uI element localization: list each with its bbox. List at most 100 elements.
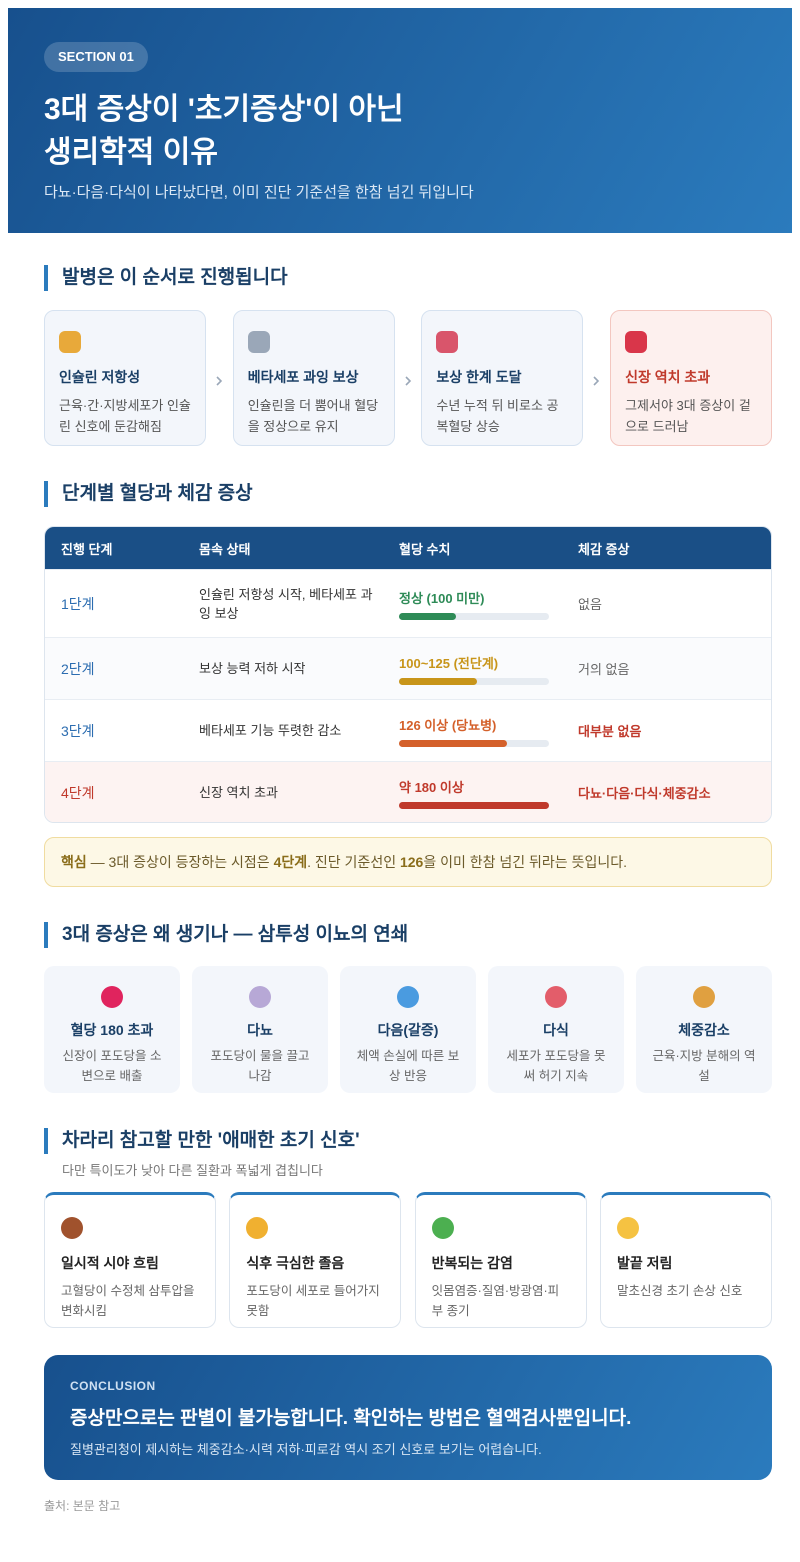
section-badge: SECTION 01 [44, 42, 148, 72]
chevron [593, 376, 600, 386]
section-heading: 단계별 혈당과 체감 증상 [44, 481, 253, 507]
section-heading: 차라리 참고할 만한 '애매한 초기 신호' [44, 1128, 360, 1154]
header-subtitle: 다뇨·다음·다식이 나타났다면, 이미 진단 기준선을 한참 넘긴 뒤입니다 [44, 184, 474, 201]
column-header: 체감 증상 [578, 541, 630, 557]
glucose-cell: 정상 (100 미만) [399, 588, 578, 620]
stage: 1단계 [61, 595, 95, 612]
section-subheading: 다만 특이도가 낮아 다른 질환과 폭넓게 겹칩니다 [62, 1163, 323, 1178]
body-state: 베타세포 기능 뚜렷한 감소 [199, 723, 342, 738]
step-title: 신장 역치 초과 [625, 369, 711, 385]
note-label: 핵심 [61, 854, 87, 870]
column-header: 혈당 수치 [399, 541, 451, 557]
glucose-track [399, 677, 549, 685]
card-icon [397, 986, 419, 1008]
stage: 3단계 [61, 722, 95, 739]
card-desc: 고혈당이 수정체 삼투압을 변화시킴 [61, 1284, 195, 1318]
card-title: 다뇨 [247, 1022, 273, 1038]
card-title: 다음(갈증) [377, 1022, 439, 1038]
mechanism-card: 다음(갈증) 체액 손실에 따른 보상 반응 [340, 966, 476, 1093]
note-strong: 4단계 [273, 854, 308, 870]
column-header: 몸속 상태 [199, 541, 251, 557]
card-title: 반복되는 감염 [431, 1255, 513, 1271]
conclusion-label: CONCLUSION [70, 1379, 156, 1393]
step-title: 베타세포 과잉 보상 [247, 369, 359, 385]
glucose-bar [399, 739, 507, 747]
table-row: 4단계 신장 역치 초과 약 180 이상 다뇨·다음·다식·체중감소 [45, 761, 771, 822]
glucose-bar [399, 677, 477, 685]
glucose-track [399, 612, 549, 620]
card-title: 다식 [543, 1022, 569, 1038]
conclusion: CONCLUSION 증상만으로는 판별이 불가능합니다. 확인하는 방법은 혈액… [44, 1355, 772, 1480]
chevron-path [216, 376, 223, 386]
column-header: 진행 단계 [61, 541, 113, 557]
symptom: 다뇨·다음·다식·체중감소 [578, 786, 711, 801]
mechanism-card: 다식 세포가 포도당을 못 써 허기 지속 [488, 966, 624, 1093]
card-desc: 체액 손실에 따른 보상 반응 [356, 1049, 460, 1083]
title-line: 3대 증상이 '초기증상'이 아닌 [44, 93, 404, 126]
note-text: . 진단 기준선인 [307, 854, 400, 870]
glucose-label: 126 이상 (당뇨병) [399, 717, 497, 733]
card-title: 일시적 시야 흐림 [61, 1255, 159, 1271]
glucose-cell: 126 이상 (당뇨병) [399, 715, 578, 747]
card-title: 식후 극심한 졸음 [246, 1255, 345, 1271]
chevron-path [593, 376, 600, 386]
stage: 2단계 [61, 660, 95, 677]
card-desc: 잇몸염증·질염·방광염·피부 종기 [431, 1284, 560, 1318]
note-strong: 126 [399, 854, 424, 870]
body-state: 보상 능력 저하 시작 [199, 661, 306, 676]
card-icon [61, 1217, 83, 1239]
card-title: 발끝 저림 [616, 1255, 673, 1271]
step-desc: 수년 누적 뒤 비로소 공복혈당 상승 [436, 398, 559, 434]
card-desc: 포도당이 물을 끌고 나감 [210, 1049, 310, 1083]
conclusion-title: 증상만으로는 판별이 불가능합니다. 확인하는 방법은 혈액검사뿐입니다. [70, 1408, 632, 1429]
card-title: 혈당 180 초과 [70, 1022, 154, 1038]
table-header: 진행 단계 몸속 상태 혈당 수치 체감 증상 [45, 527, 771, 569]
glucose-label: 약 180 이상 [399, 779, 464, 795]
glucose-cell: 약 180 이상 [399, 777, 578, 809]
step-desc: 근육·간·지방세포가 인슐린 신호에 둔감해짐 [59, 398, 191, 434]
card-icon [545, 986, 567, 1008]
card-icon [693, 986, 715, 1008]
chevron-path [405, 376, 411, 386]
glucose-label: 100~125 (전단계) [399, 655, 499, 671]
step-icon [436, 331, 459, 353]
note-text: — 3대 증상이 등장하는 시점은 [86, 854, 274, 870]
card-icon [246, 1217, 269, 1239]
conclusion-text: 질병관리청이 제시하는 체중감소·시력 저하·피로감 역시 조기 신호로 보기는… [70, 1442, 542, 1457]
step-icon [247, 331, 270, 353]
step-desc: 그제서야 3대 증상이 겉으로 드러남 [625, 398, 751, 434]
step-icon [625, 331, 648, 353]
table-row: 1단계 인슐린 저항성 시작, 베타세포 과잉 보상 정상 (100 미만) 없음 [45, 569, 771, 637]
glucose-bar [399, 801, 549, 809]
chevron [405, 376, 411, 386]
table-row: 2단계 보상 능력 저하 시작 100~125 (전단계) 거의 없음 [45, 637, 771, 699]
card-title: 체중감소 [678, 1022, 730, 1038]
stages-table: 진행 단계 몸속 상태 혈당 수치 체감 증상 1단계 인슐린 저항성 시작, 베타세포 … [44, 526, 772, 823]
step-card: 보상 한계 도달 수년 누적 뒤 비로소 공복혈당 상승 [421, 310, 584, 446]
section-heading: 3대 증상은 왜 생기나 — 삼투성 이뇨의 연쇄 [44, 922, 408, 948]
card-desc: 말초신경 초기 손상 신호 [616, 1284, 743, 1298]
card-desc: 신장이 포도당을 소변으로 배출 [62, 1049, 162, 1083]
card-icon [101, 986, 123, 1008]
step-title: 인슐린 저항성 [59, 369, 141, 385]
step-desc: 인슐린을 더 뿜어내 혈당을 정상으로 유지 [247, 398, 379, 434]
glucose-cell: 100~125 (전단계) [399, 653, 578, 685]
note-text: 을 이미 한참 넘긴 뒤라는 뜻입니다. [423, 854, 627, 870]
body-state: 신장 역치 초과 [199, 785, 278, 800]
stage: 4단계 [61, 784, 95, 801]
source: 출처: 본문 참고 [44, 1499, 121, 1513]
glucose-bar [399, 612, 456, 620]
title-line: 생리학적 이유 [44, 136, 218, 169]
glucose-track [399, 801, 549, 809]
symptom: 대부분 없음 [578, 724, 642, 739]
chevron [216, 376, 223, 386]
